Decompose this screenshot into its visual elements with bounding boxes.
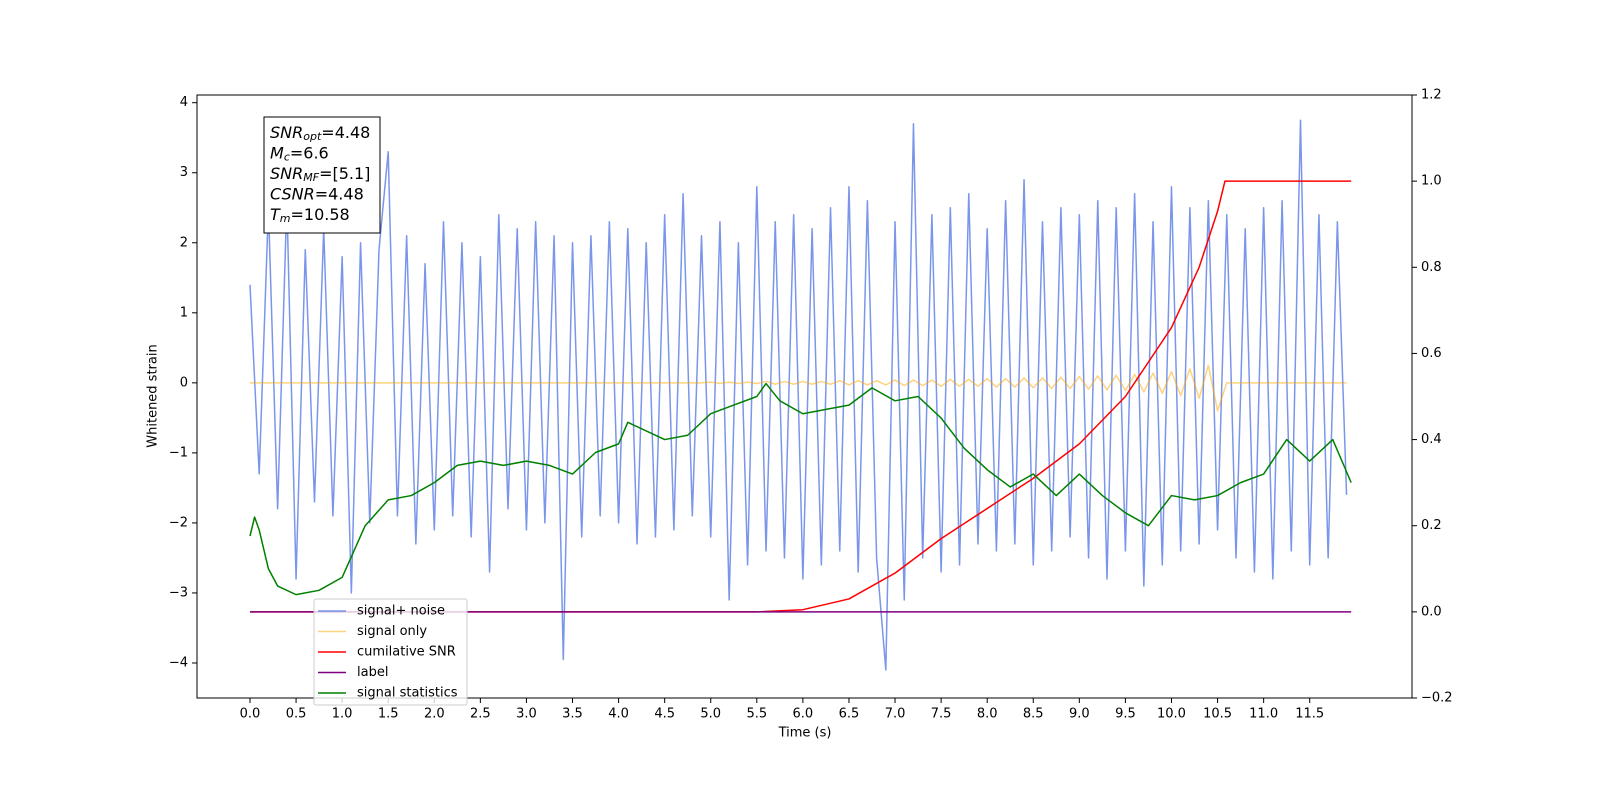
y-tick-label: −2 [169,515,188,530]
y-tick-label: −4 [169,655,188,670]
annotation-line: Tm=10.58 [270,205,350,226]
annotation-base: SNR [270,164,303,183]
legend-label: cumilative SNR [357,645,456,660]
x-tick-label: 7.5 [931,707,952,722]
y-axis-label: Whitened strain [146,344,161,447]
annotation-line: SNRopt=4.48 [270,123,370,144]
annotation-line: Mc=6.6 [270,143,329,164]
annotation-value: =6.6 [290,143,329,162]
y2-tick-label: 0.0 [1421,604,1442,619]
x-tick-label: 6.5 [839,707,860,722]
annotation-sub: c [284,151,290,164]
annotation-line: SNRMF=[5.1] [270,164,370,185]
x-tick-label: 3.5 [562,707,583,722]
x-tick-label: 10.5 [1203,707,1232,722]
series-line [249,180,1352,613]
y-tick-label: 0 [180,375,188,390]
x-tick-label: 0.0 [240,707,261,722]
x-tick-label: 5.0 [700,707,721,722]
legend-box [313,598,468,706]
y2-tick-label: 0.8 [1421,260,1442,275]
x-tick-label: 4.0 [608,707,629,722]
annotation-sub: opt [303,130,322,143]
annotation-value: =[5.1] [319,164,370,183]
x-tick-label: 4.5 [654,707,675,722]
annotation-sub: m [280,212,291,225]
y-tick-label: −1 [169,445,188,460]
annotation-line: CSNR=4.48 [270,184,364,203]
x-tick-label: 8.5 [1023,707,1044,722]
annotation-value: =4.48 [315,184,364,203]
legend-label: signal statistics [357,686,458,701]
annotation-box [263,116,381,234]
legend-label: label [357,665,388,680]
y-tick-label: 1 [180,305,188,320]
series-line [249,119,1348,671]
y-tick-label: −3 [169,585,188,600]
annotation-base: T [270,205,281,224]
annotation-sub: MF [303,171,319,184]
y2-tick-label: −0.2 [1421,691,1453,706]
annotation-base: SNR [270,123,303,142]
x-axis-label: Time (s) [778,726,832,741]
annotation-value: =10.58 [291,205,350,224]
legend-label: signal only [357,624,427,639]
y-tick-label: 4 [180,95,188,110]
annotation-base: M [270,143,284,162]
annotation: SNRopt=4.48Mc=6.6SNRMF=[5.1]CSNR=4.48Tm=… [270,123,370,226]
y2-tick-label: 0.2 [1421,518,1442,533]
x-tick-label: 8.0 [977,707,998,722]
x-tick-label: 6.0 [793,707,814,722]
x-tick-label: 3.0 [516,707,537,722]
series-line [249,364,1347,412]
x-tick-label: 5.5 [746,707,767,722]
plot-frame [196,94,1413,699]
x-tick-label: 9.0 [1069,707,1090,722]
x-tick-label: 1.0 [332,707,353,722]
y2-tick-label: 0.6 [1421,346,1442,361]
x-tick-label: 1.5 [378,707,399,722]
x-tick-label: 10.0 [1157,707,1186,722]
x-tick-label: 2.0 [424,707,445,722]
x-tick-label: 0.5 [286,707,307,722]
legend-label: signal+ noise [357,604,445,619]
x-tick-label: 11.0 [1249,707,1278,722]
y-tick-label: 3 [180,165,188,180]
series-line [249,382,1352,596]
y2-tick-label: 1.0 [1421,174,1442,189]
x-tick-label: 7.0 [885,707,906,722]
annotation-value: =4.48 [321,123,370,142]
y2-tick-label: 1.2 [1421,88,1442,103]
x-tick-label: 9.5 [1115,707,1136,722]
x-tick-label: 11.5 [1295,707,1324,722]
annotation-base: CSNR [270,184,315,203]
x-tick-label: 2.5 [470,707,491,722]
y2-tick-label: 0.4 [1421,432,1442,447]
y-tick-label: 2 [180,235,188,250]
